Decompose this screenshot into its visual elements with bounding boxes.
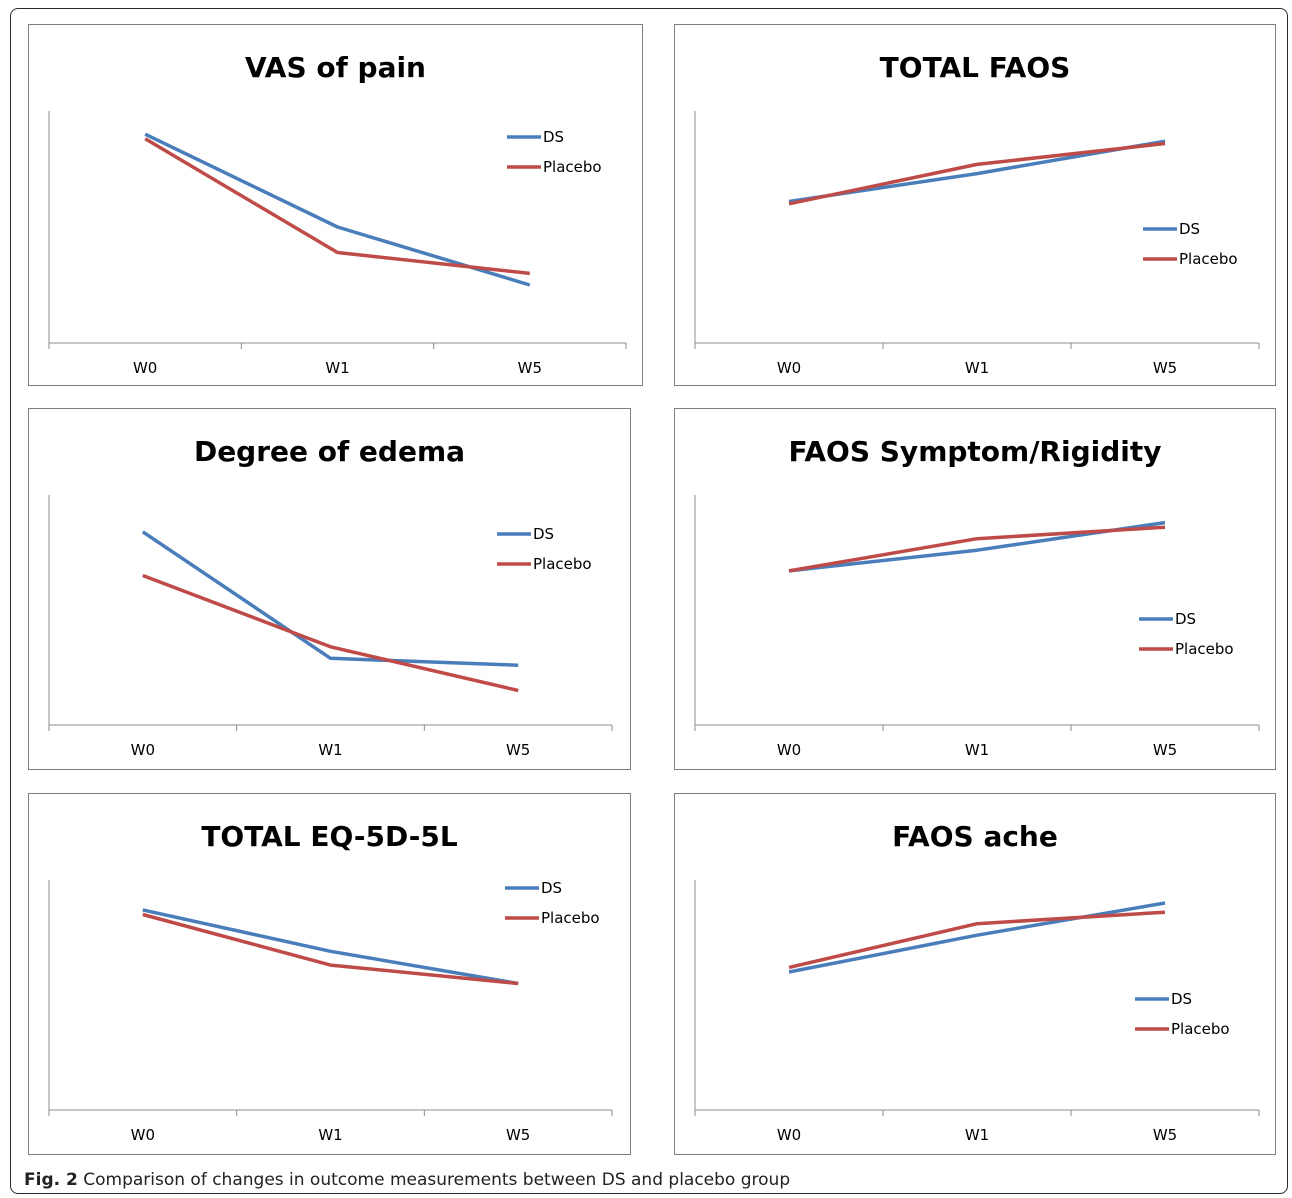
chart-panel-total-eq5d: TOTAL EQ-5D-5L W0 W1 W5 DS Placebo: [28, 793, 631, 1155]
series-line-placebo: [142, 573, 519, 693]
x-tick-label: W0: [133, 359, 157, 377]
x-tick-label: W1: [965, 359, 989, 377]
caption-label: Fig. 2: [24, 1170, 78, 1190]
chart-svg: Degree of edema W0 W1 W5 DS Placebo: [48, 435, 613, 759]
series-line-ds: [144, 132, 531, 287]
legend-label-placebo: Placebo: [1171, 1020, 1230, 1038]
x-tick-label: W5: [1153, 359, 1177, 377]
x-tick-label: W5: [506, 1126, 530, 1144]
series-line-ds: [788, 901, 1166, 974]
series-line-placebo: [788, 910, 1166, 970]
chart-title: VAS of pain: [245, 51, 426, 84]
caption-text: Comparison of changes in outcome measure…: [83, 1170, 791, 1190]
chart-svg: TOTAL FAOS W0 W1 W5 DS Placebo: [694, 51, 1260, 377]
series-line-placebo: [788, 141, 1166, 206]
x-tick-label: W0: [131, 1126, 155, 1144]
legend-label-placebo: Placebo: [541, 909, 600, 927]
series-line-placebo: [142, 912, 519, 986]
chart-panel-faos-ache: FAOS ache W0 W1 W5 DS Placebo: [674, 793, 1276, 1155]
legend-label-ds: DS: [533, 525, 554, 543]
figure-frame: [10, 8, 1288, 1194]
series-line-placebo: [144, 137, 530, 276]
legend-label-ds: DS: [541, 879, 562, 897]
x-tick-label: W1: [965, 741, 989, 759]
chart-title: TOTAL FAOS: [880, 51, 1071, 84]
chart-panel-degree-edema: Degree of edema W0 W1 W5 DS Placebo: [28, 408, 631, 770]
chart-svg: VAS of pain W0 W1 W5 DS Placebo: [48, 51, 627, 377]
x-tick-label: W0: [131, 741, 155, 759]
legend-label-ds: DS: [1171, 990, 1192, 1008]
series-line-ds: [141, 530, 519, 667]
legend-label-placebo: Placebo: [543, 158, 602, 176]
x-tick-label: W0: [777, 1126, 801, 1144]
x-tick-label: W0: [777, 359, 801, 377]
chart-panel-faos-symptom: FAOS Symptom/Rigidity W0 W1 W5 DS Placebo: [674, 408, 1276, 770]
x-tick-label: W1: [318, 741, 342, 759]
x-tick-label: W0: [777, 741, 801, 759]
legend-label-ds: DS: [543, 128, 564, 146]
legend-label-placebo: Placebo: [1175, 640, 1234, 658]
x-tick-label: W1: [318, 1126, 342, 1144]
series-line-placebo: [788, 525, 1166, 573]
x-tick-label: W1: [325, 359, 349, 377]
chart-svg: FAOS Symptom/Rigidity W0 W1 W5 DS Placebo: [694, 435, 1260, 759]
chart-title: Degree of edema: [194, 435, 465, 468]
x-tick-label: W1: [965, 1126, 989, 1144]
figure-caption: Fig. 2 Comparison of changes in outcome …: [24, 1170, 790, 1190]
series-line-ds: [142, 908, 519, 986]
x-tick-label: W5: [506, 741, 530, 759]
chart-panel-total-faos: TOTAL FAOS W0 W1 W5 DS Placebo: [674, 24, 1276, 386]
x-tick-label: W5: [518, 359, 542, 377]
chart-title: FAOS Symptom/Rigidity: [788, 435, 1161, 468]
chart-title: TOTAL EQ-5D-5L: [201, 820, 458, 853]
chart-title: FAOS ache: [892, 820, 1058, 853]
legend-label-ds: DS: [1175, 610, 1196, 628]
legend-label-ds: DS: [1179, 220, 1200, 238]
x-tick-label: W5: [1153, 1126, 1177, 1144]
chart-svg: FAOS ache W0 W1 W5 DS Placebo: [694, 820, 1260, 1144]
chart-panel-vas-pain: VAS of pain W0 W1 W5 DS Placebo: [28, 24, 643, 386]
legend-label-placebo: Placebo: [533, 555, 592, 573]
legend-label-placebo: Placebo: [1179, 250, 1238, 268]
x-tick-label: W5: [1153, 741, 1177, 759]
chart-svg: TOTAL EQ-5D-5L W0 W1 W5 DS Placebo: [48, 820, 613, 1144]
